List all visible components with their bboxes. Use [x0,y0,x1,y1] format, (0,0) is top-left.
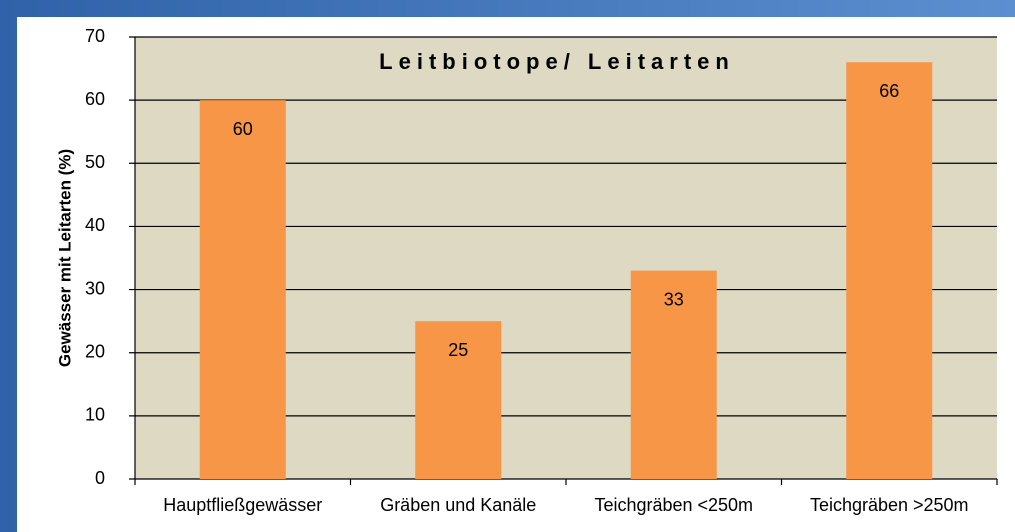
data-label: 60 [233,119,253,139]
bar [415,321,502,479]
bar [630,270,717,479]
x-tick-label: Teichgräben <250m [594,495,753,515]
x-tick-label: Teichgräben >250m [810,495,969,515]
chart-title: Leitbiotope/ Leitarten [379,49,735,74]
y-tick-label: 10 [85,405,105,425]
y-tick-label: 30 [85,278,105,298]
data-label: 66 [879,81,899,101]
x-tick-label: Hauptfließgewässer [163,495,322,515]
y-tick-label: 70 [85,26,105,46]
y-tick-label: 60 [85,89,105,109]
bar [199,100,286,480]
y-tick-label: 40 [85,215,105,235]
y-tick-label: 0 [95,468,105,488]
bar [846,62,933,479]
x-tick-label: Gräben und Kanäle [380,495,536,515]
data-label: 25 [448,340,468,360]
y-axis-label: Gewässer mit Leitarten (%) [55,149,74,367]
y-tick-label: 20 [85,341,105,361]
y-tick-label: 50 [85,152,105,172]
data-label: 33 [664,289,684,309]
